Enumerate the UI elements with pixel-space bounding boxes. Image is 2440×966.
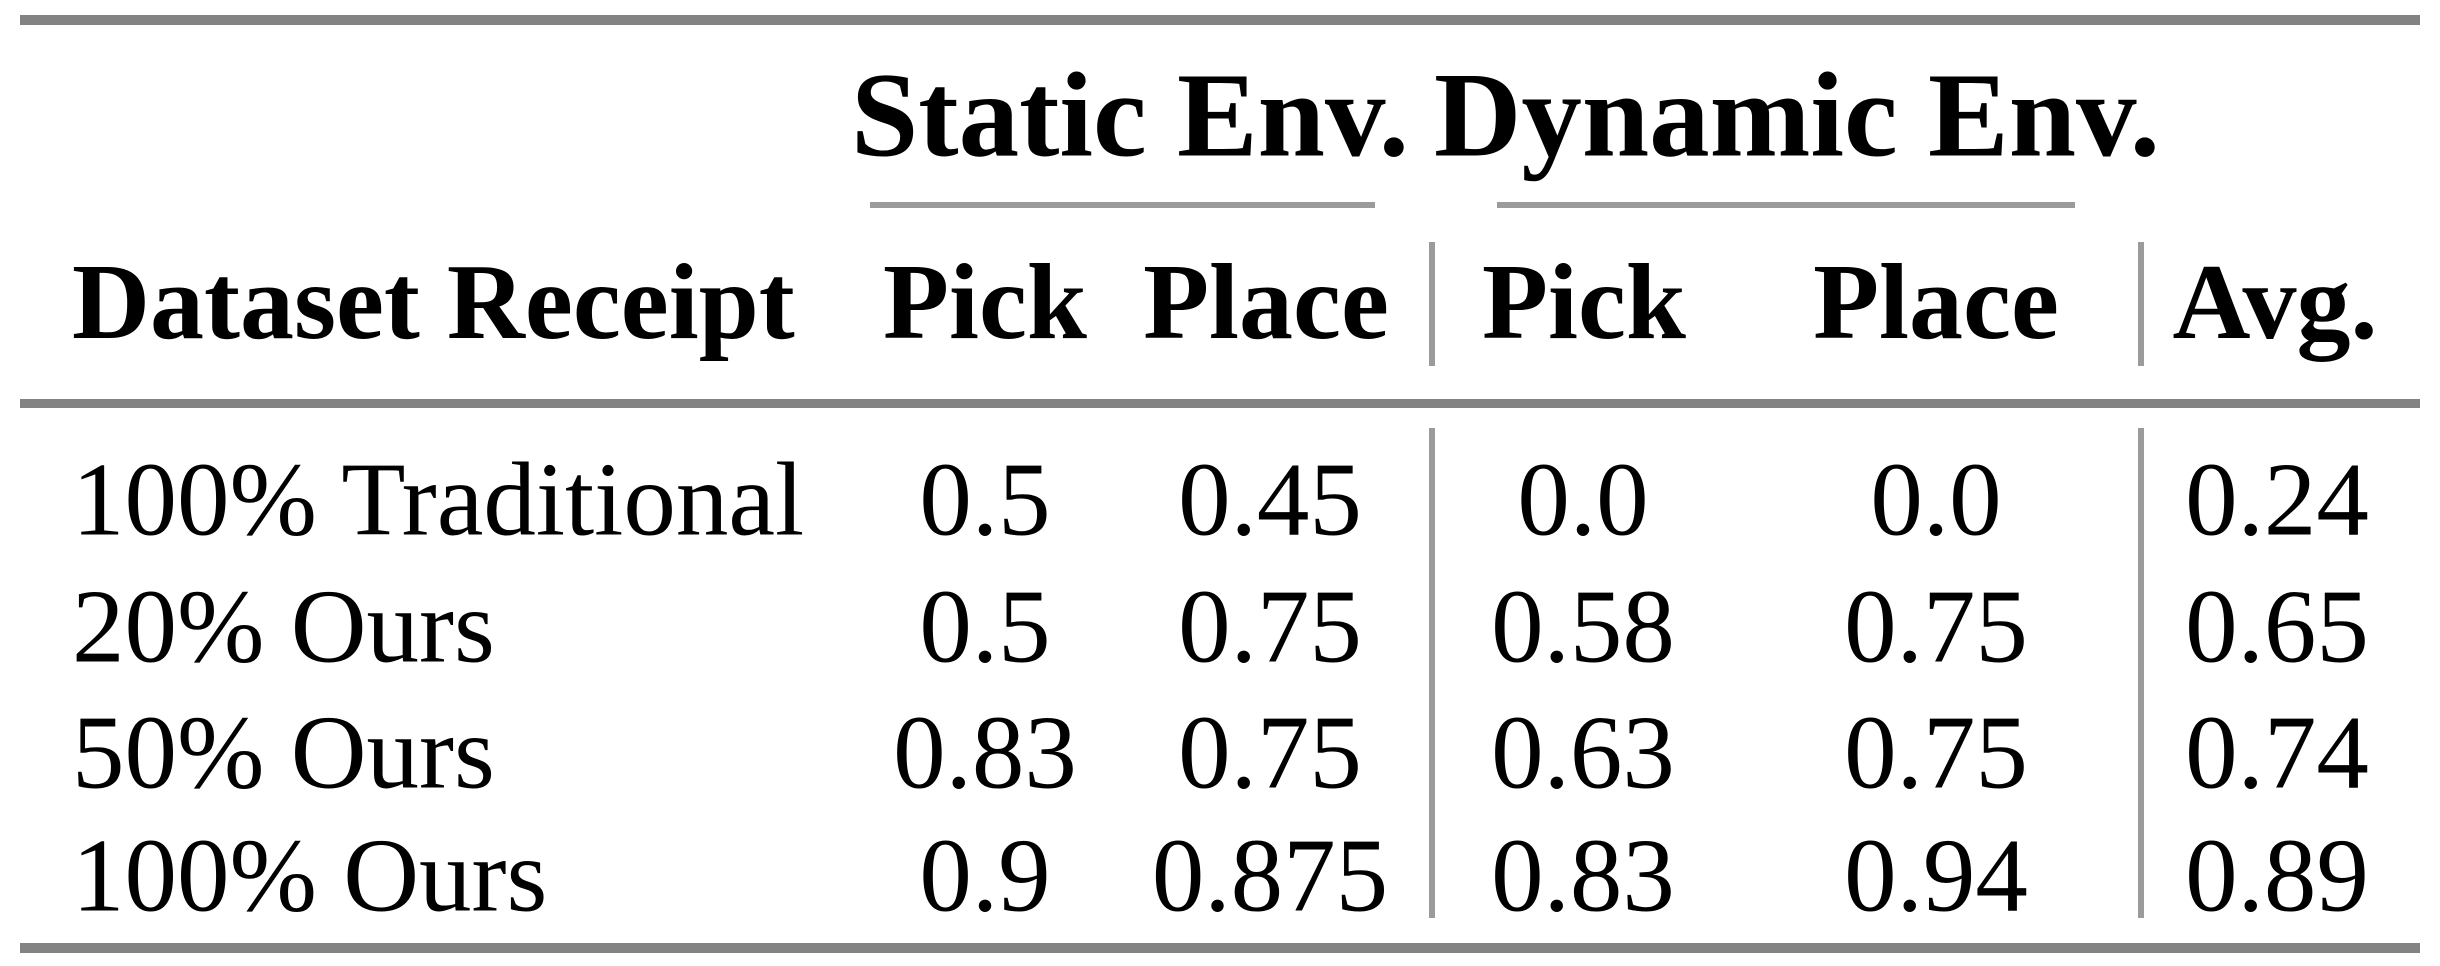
column-header-dynamic-place: Place [1813,243,2059,362]
row-label: 20% Ours [72,567,495,685]
vertical-separator-body-1 [1429,428,1435,918]
cell-avg: 0.89 [2185,816,2369,934]
cmidrule-static-env [870,202,1375,208]
cell-avg: 0.74 [2185,693,2369,811]
cell-static-pick: 0.5 [919,567,1051,685]
cell-static-place: 0.75 [1178,567,1362,685]
cell-dynamic-pick: 0.58 [1491,567,1675,685]
vertical-separator-header-1 [1429,242,1435,366]
cell-static-place: 0.875 [1151,816,1389,934]
cell-dynamic-pick: 0.63 [1491,693,1675,811]
column-header-static-pick: Pick [883,243,1087,362]
group-header-static-env: Static Env. [850,48,1410,183]
cell-static-place: 0.75 [1178,693,1362,811]
top-rule [20,15,2420,25]
column-header-dataset-receipt: Dataset Receipt [72,243,795,362]
mid-rule [20,399,2420,408]
vertical-separator-body-2 [2138,428,2144,918]
row-label: 50% Ours [72,693,495,811]
cell-avg: 0.65 [2185,567,2369,685]
vertical-separator-header-2 [2138,242,2144,366]
bottom-rule [20,943,2420,953]
cell-static-pick: 0.9 [919,816,1051,934]
cell-dynamic-place: 0.94 [1844,816,2028,934]
column-header-static-place: Place [1143,243,1389,362]
row-label: 100% Ours [72,816,548,934]
cell-dynamic-place: 0.75 [1844,567,2028,685]
column-header-dynamic-pick: Pick [1482,243,1686,362]
cmidrule-dynamic-env [1497,202,2075,208]
cell-dynamic-pick: 0.0 [1517,440,1649,558]
cell-avg: 0.24 [2185,440,2369,558]
row-label: 100% Traditional [72,440,805,558]
column-header-avg: Avg. [2172,243,2378,362]
cell-static-pick: 0.5 [919,440,1051,558]
group-header-dynamic-env: Dynamic Env. [1433,48,2161,183]
cell-static-place: 0.45 [1178,440,1362,558]
cell-dynamic-pick: 0.83 [1491,816,1675,934]
cell-dynamic-place: 0.75 [1844,693,2028,811]
cell-static-pick: 0.83 [893,693,1077,811]
cell-dynamic-place: 0.0 [1870,440,2002,558]
